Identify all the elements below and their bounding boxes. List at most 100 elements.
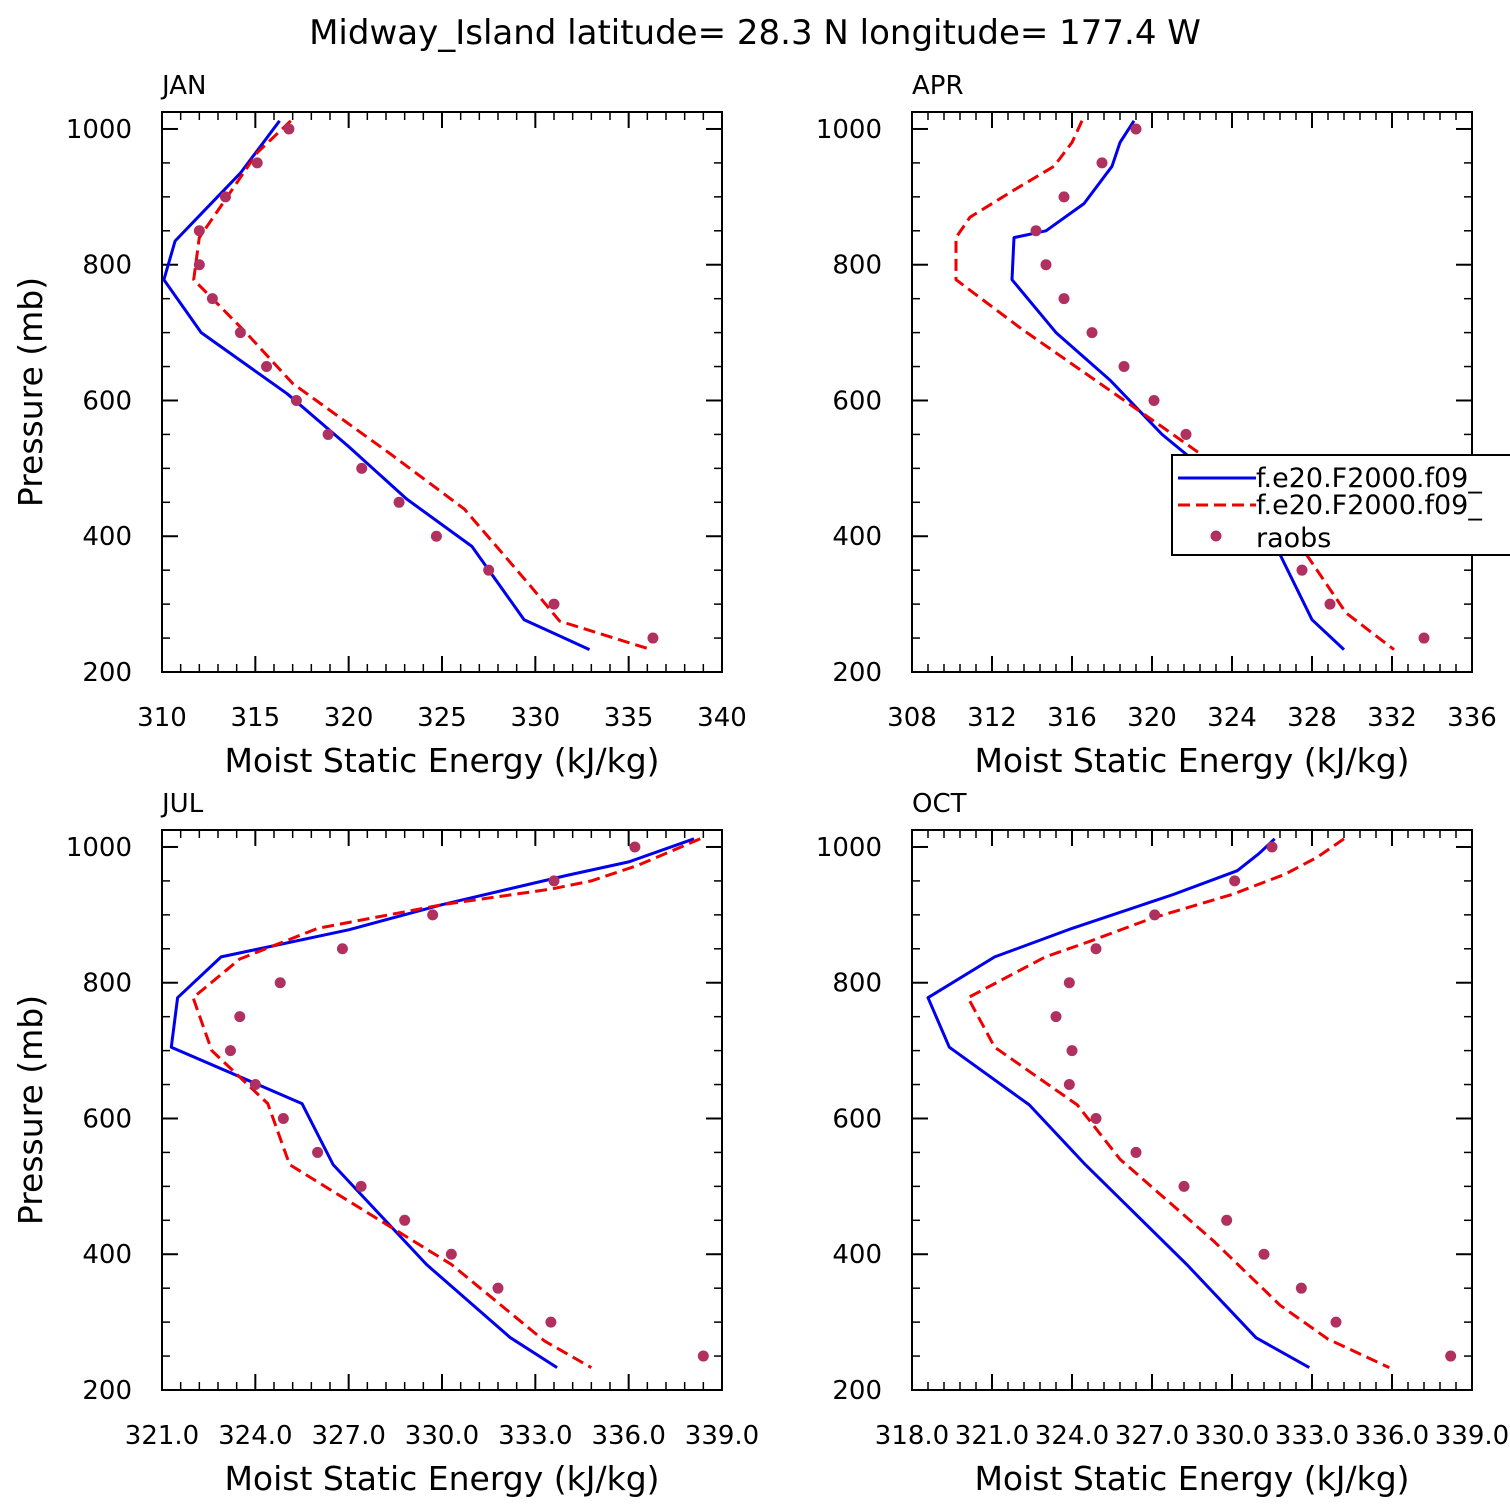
- legend-entry-label: f.e20.F2000.f09_: [1256, 490, 1482, 521]
- raobs-point: [274, 977, 286, 989]
- raobs-point: [1058, 293, 1070, 305]
- legend-raobs-marker: [1210, 530, 1222, 542]
- raobs-point: [336, 943, 348, 955]
- y-tick-label: 400: [82, 1240, 132, 1270]
- y-tick-label: 800: [832, 969, 882, 999]
- x-tick-label: 315: [231, 703, 281, 733]
- x-tick-label: 324.0: [1035, 1421, 1109, 1451]
- x-tick-label: 339.0: [1435, 1421, 1509, 1451]
- plot-frame: [161, 111, 723, 673]
- raobs-point: [1178, 1180, 1190, 1192]
- model1-line: [169, 837, 695, 1369]
- raobs-point: [483, 564, 495, 576]
- raobs-point: [1086, 327, 1098, 339]
- y-tick-label: 200: [82, 1376, 132, 1406]
- raobs-point: [629, 841, 641, 853]
- x-axis-label: Moist Static Energy (kJ/kg): [974, 1459, 1409, 1498]
- y-tick-label: 200: [82, 658, 132, 688]
- raobs-point: [1258, 1248, 1270, 1260]
- raobs-point: [206, 293, 218, 305]
- raobs-point: [1030, 225, 1042, 237]
- y-tick-label: 400: [832, 1240, 882, 1270]
- x-tick-label: 333.0: [1275, 1421, 1349, 1451]
- y-axis-label: Pressure (mb): [11, 277, 50, 507]
- x-tick-label: 340: [697, 703, 747, 733]
- raobs-point: [427, 909, 439, 921]
- legend: f.e20.F2000.f09_f.e20.F2000.f09_raobs: [1171, 454, 1510, 556]
- raobs-point: [697, 1350, 709, 1362]
- panel-jul: JUL 1000 800 600 400 200 321.0 324.0 327.0 330.0 3…: [11, 789, 759, 1498]
- plot-frame: [161, 829, 723, 1391]
- y-axis-label: Pressure (mb): [11, 995, 50, 1225]
- model2-line: [192, 119, 652, 652]
- raobs-point: [393, 496, 405, 508]
- x-tick-label: 336.0: [1355, 1421, 1429, 1451]
- raobs-point: [290, 394, 302, 406]
- panel-label: APR: [912, 71, 964, 101]
- raobs-point: [1324, 598, 1336, 610]
- raobs-point: [312, 1146, 324, 1158]
- raobs-point: [1063, 1079, 1075, 1091]
- x-tick-label: 327.0: [311, 1421, 385, 1451]
- x-axis-label: Moist Static Energy (kJ/kg): [224, 741, 659, 780]
- x-tick-label: 310: [137, 703, 187, 733]
- raobs-point: [445, 1248, 457, 1260]
- raobs-point: [1063, 977, 1075, 989]
- model1-line: [162, 119, 591, 651]
- raobs-point: [1149, 909, 1161, 921]
- raobs-point: [1090, 1112, 1102, 1124]
- x-tick-label: 339.0: [685, 1421, 759, 1451]
- model2-line: [966, 837, 1390, 1369]
- x-tick-label: 321.0: [125, 1421, 199, 1451]
- raobs-point: [193, 225, 205, 237]
- legend-entry-label: f.e20.F2000.f09_: [1256, 463, 1482, 494]
- raobs-point: [1050, 1011, 1062, 1023]
- x-tick-label: 324: [1207, 703, 1257, 733]
- raobs-point: [1295, 1282, 1307, 1294]
- y-tick-label: 600: [82, 386, 132, 416]
- x-tick-label: 320: [1127, 703, 1177, 733]
- raobs-point: [1266, 841, 1278, 853]
- y-tick-label: 1000: [816, 833, 882, 863]
- raobs-point: [1058, 191, 1070, 203]
- x-tick-label: 318.0: [875, 1421, 949, 1451]
- y-tick-label: 400: [832, 522, 882, 552]
- raobs-point: [1130, 1146, 1142, 1158]
- raobs-point: [1330, 1316, 1342, 1328]
- y-tick-label: 800: [82, 969, 132, 999]
- x-tick-label: 328: [1287, 703, 1337, 733]
- raobs-point: [1130, 123, 1142, 135]
- raobs-point: [1221, 1214, 1233, 1226]
- x-tick-label: 330: [511, 703, 561, 733]
- raobs-point: [399, 1214, 411, 1226]
- x-tick-label: 336.0: [591, 1421, 665, 1451]
- raobs-point: [647, 632, 659, 644]
- raobs-point: [1148, 394, 1160, 406]
- raobs-point: [1096, 157, 1108, 169]
- plot-frame: [911, 111, 1473, 673]
- x-tick-label: 333.0: [498, 1421, 572, 1451]
- y-tick-label: 600: [832, 386, 882, 416]
- y-tick-label: 1000: [816, 115, 882, 145]
- legend-box: [1171, 454, 1510, 556]
- y-tick-label: 1000: [66, 833, 132, 863]
- plot-frame: [911, 829, 1473, 1391]
- y-tick-label: 800: [82, 251, 132, 281]
- x-axis-label: Moist Static Energy (kJ/kg): [974, 741, 1409, 780]
- panel-label: JUL: [160, 789, 204, 819]
- raobs-point: [283, 123, 295, 135]
- raobs-point: [1229, 875, 1241, 887]
- raobs-point: [545, 1316, 557, 1328]
- model2-line: [954, 120, 1395, 651]
- raobs-point: [430, 530, 442, 542]
- raobs-point: [548, 875, 560, 887]
- x-tick-label: 330.0: [1195, 1421, 1269, 1451]
- y-tick-label: 600: [832, 1104, 882, 1134]
- model1-line: [926, 837, 1311, 1369]
- raobs-point: [1418, 632, 1430, 644]
- legend-entry-label: raobs: [1256, 523, 1331, 554]
- y-tick-label: 1000: [66, 115, 132, 145]
- raobs-point: [492, 1282, 504, 1294]
- raobs-point: [234, 327, 246, 339]
